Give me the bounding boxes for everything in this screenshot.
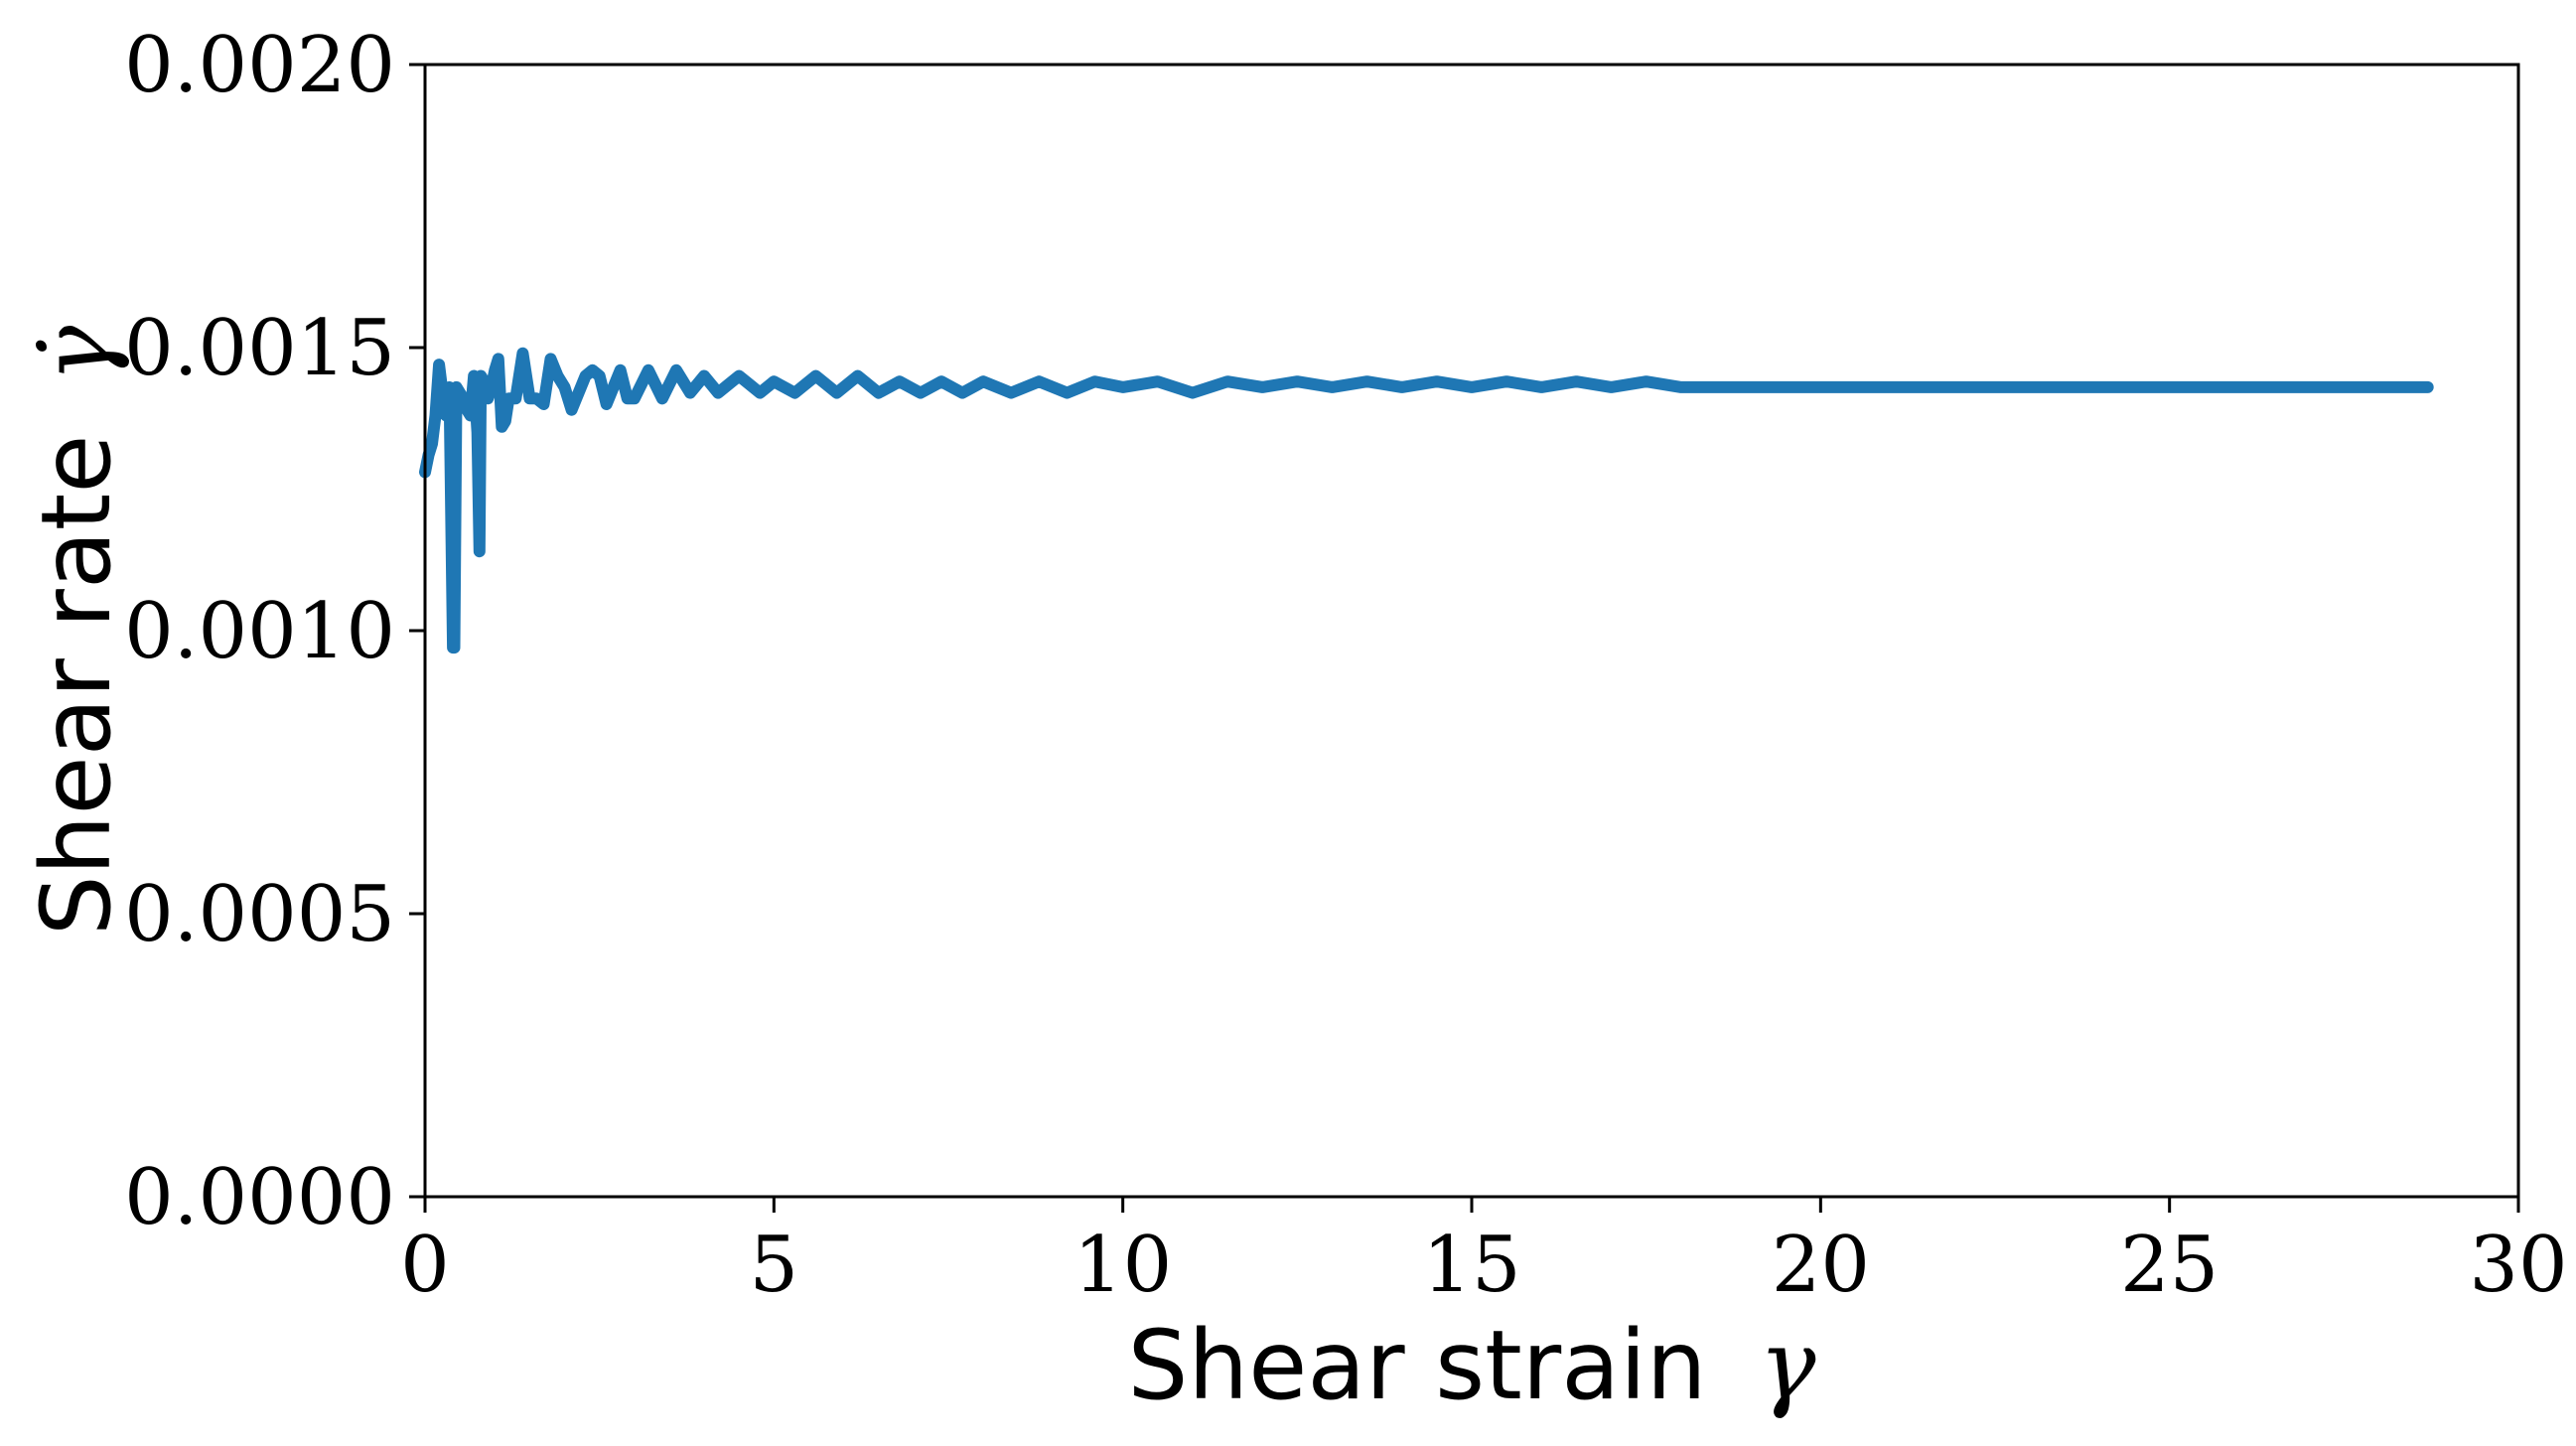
y-axis-label: Shear rate γ̇ bbox=[21, 325, 132, 936]
y-axis-ticks: 0.0000 0.0005 0.0010 0.0015 0.0020 bbox=[124, 21, 425, 1242]
plot-frame bbox=[423, 63, 2520, 1199]
x-tick-label: 30 bbox=[2469, 1221, 2567, 1310]
x-tick-label: 10 bbox=[1073, 1221, 1172, 1310]
x-tick-label: 25 bbox=[2120, 1221, 2218, 1310]
y-tick-label: 0.0020 bbox=[124, 21, 395, 110]
y-axis-label-symbol: γ̇ bbox=[21, 325, 132, 382]
y-tick-label: 0.0015 bbox=[124, 304, 395, 393]
plot-layer bbox=[419, 347, 2434, 654]
x-axis-label-symbol: γ bbox=[1759, 1310, 1816, 1421]
x-axis-ticks: 0 5 10 15 20 25 30 bbox=[400, 1197, 2568, 1310]
y-tick-label: 0.0010 bbox=[124, 587, 395, 676]
x-tick-label: 0 bbox=[400, 1221, 450, 1310]
series-line-0 bbox=[419, 347, 2434, 654]
x-tick-label: 20 bbox=[1772, 1221, 1870, 1310]
x-axis-label-text: Shear strain bbox=[1127, 1310, 1706, 1421]
y-tick-label: 0.0000 bbox=[124, 1153, 395, 1242]
y-tick-label: 0.0005 bbox=[124, 870, 395, 959]
x-tick-label: 5 bbox=[750, 1221, 799, 1310]
x-tick-label: 15 bbox=[1422, 1221, 1520, 1310]
x-axis-label: Shear strain γ bbox=[1127, 1310, 1816, 1421]
y-axis-label-text: Shear rate bbox=[21, 435, 132, 937]
